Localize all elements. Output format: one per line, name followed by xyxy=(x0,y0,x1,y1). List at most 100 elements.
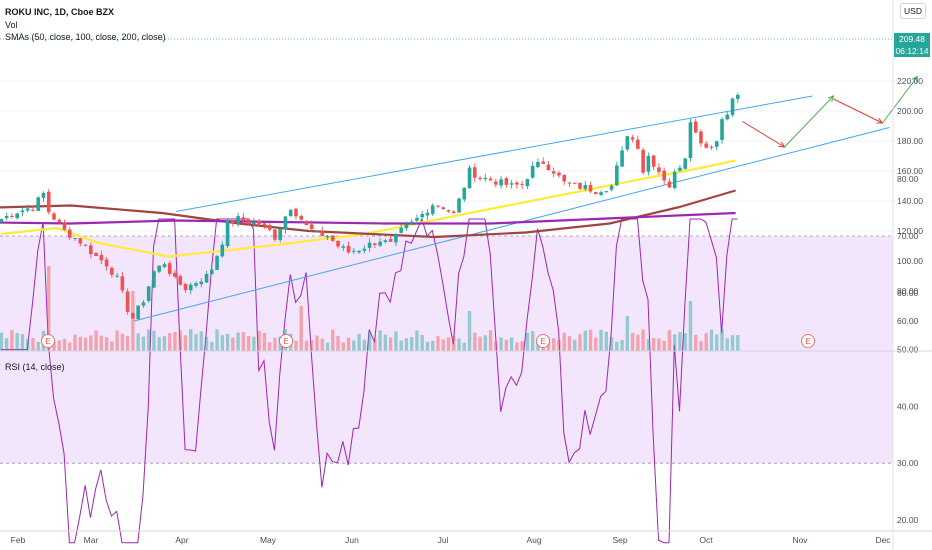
volume-bar xyxy=(36,341,40,351)
candle-body xyxy=(309,224,314,230)
rsi-tick-label: 60.00 xyxy=(897,288,919,298)
candle-body xyxy=(115,275,119,277)
rsi-legend[interactable]: RSI (14, close) xyxy=(5,361,65,373)
candle-body xyxy=(104,259,109,267)
rsi-tick-label: 40.00 xyxy=(897,401,919,411)
volume-bar xyxy=(536,342,540,351)
candle-body xyxy=(20,210,25,213)
volume-bar xyxy=(615,341,619,351)
volume-bar xyxy=(136,333,140,351)
symbol-legend[interactable]: ROKU INC, 1D, Cboe BZX xyxy=(5,6,114,18)
volume-bar xyxy=(630,332,635,351)
earnings-marker xyxy=(801,334,815,348)
volume-bar xyxy=(4,338,9,351)
candle-body xyxy=(667,181,672,188)
volume-bar xyxy=(189,329,193,351)
projection-arrow-head xyxy=(911,75,919,83)
volume-bar xyxy=(499,337,503,351)
sma-line-2 xyxy=(0,211,736,225)
sma-legend[interactable]: SMAs (50, close, 100, close, 200, close) xyxy=(5,31,166,43)
volume-bar xyxy=(662,340,666,351)
volume-bar xyxy=(267,342,272,351)
price-tick-label: 120.00 xyxy=(897,226,923,236)
time-tick-label: Apr xyxy=(175,535,188,545)
candle-body xyxy=(188,284,193,291)
candle-body xyxy=(352,250,356,252)
volume-bar xyxy=(273,337,277,351)
candle-body xyxy=(52,213,56,220)
candle-body xyxy=(641,149,645,173)
volume-bar xyxy=(336,335,340,351)
candle-body xyxy=(478,177,482,179)
volume-bar xyxy=(478,336,482,351)
candle-body xyxy=(725,114,730,120)
volume-bar xyxy=(20,334,25,351)
candle-body xyxy=(231,220,235,224)
candle-body xyxy=(67,229,72,238)
volume-bar xyxy=(467,311,472,351)
candle-body xyxy=(383,240,388,243)
candle-body xyxy=(346,245,351,253)
candle-body xyxy=(457,198,461,213)
earnings-marker xyxy=(536,334,550,348)
volume-bar xyxy=(262,332,267,351)
volume-bar xyxy=(552,338,556,351)
volume-bar xyxy=(525,332,530,351)
time-tick-label: Mar xyxy=(84,535,99,545)
volume-bar xyxy=(573,339,577,351)
volume-bar xyxy=(588,329,593,351)
price-tick-label: 220.00 xyxy=(897,76,923,86)
candle-body xyxy=(157,265,161,272)
volume-bar xyxy=(457,338,461,351)
volume-bar xyxy=(657,338,661,351)
candle-body xyxy=(4,216,9,219)
candle-body xyxy=(541,161,545,164)
candle-body xyxy=(330,235,335,241)
volume-bar xyxy=(462,342,466,351)
candle-body xyxy=(62,222,67,230)
volume-bar xyxy=(394,331,398,351)
earnings-marker-label: E xyxy=(283,337,288,346)
volume-bar xyxy=(83,337,88,351)
candle-body xyxy=(557,172,561,176)
candle-body xyxy=(546,164,551,171)
earnings-marker-label: E xyxy=(805,337,810,346)
candle-body xyxy=(41,192,46,198)
volume-bar xyxy=(68,342,72,351)
volume-bar xyxy=(473,332,477,351)
volume-bar xyxy=(204,336,209,351)
candle-body xyxy=(657,167,661,173)
candle-body xyxy=(441,207,446,210)
volume-bar xyxy=(94,330,98,351)
earnings-marker xyxy=(279,334,293,348)
volume-bar xyxy=(578,334,582,351)
volume-legend[interactable]: Vol xyxy=(5,19,18,31)
candle-body xyxy=(588,184,593,192)
volume-bar xyxy=(257,330,261,351)
candle-body xyxy=(562,174,567,182)
candle-body xyxy=(399,227,403,233)
candle-body xyxy=(604,191,609,193)
candle-body xyxy=(194,283,198,286)
volume-bar xyxy=(0,332,4,351)
candle-body xyxy=(36,197,41,211)
candle-body xyxy=(220,244,225,257)
volume-bar xyxy=(115,330,119,351)
volume-bar xyxy=(110,341,114,351)
candle-body xyxy=(315,230,319,232)
candle-body xyxy=(499,179,503,186)
time-tick-label: Jun xyxy=(345,535,359,545)
candle-body xyxy=(320,231,325,237)
volume-bar xyxy=(162,336,167,351)
volume-bar xyxy=(246,335,251,351)
currency-button[interactable]: USD xyxy=(900,3,926,19)
volume-bar xyxy=(609,337,614,351)
volume-bar xyxy=(157,337,161,351)
candle-body xyxy=(693,121,698,133)
bar-countdown-value: 06:12:14 xyxy=(895,46,929,56)
candle-body xyxy=(199,281,204,285)
candle-body xyxy=(388,238,393,242)
volume-bar xyxy=(520,341,524,351)
volume-bar xyxy=(415,330,419,351)
time-tick-label: Oct xyxy=(699,535,713,545)
